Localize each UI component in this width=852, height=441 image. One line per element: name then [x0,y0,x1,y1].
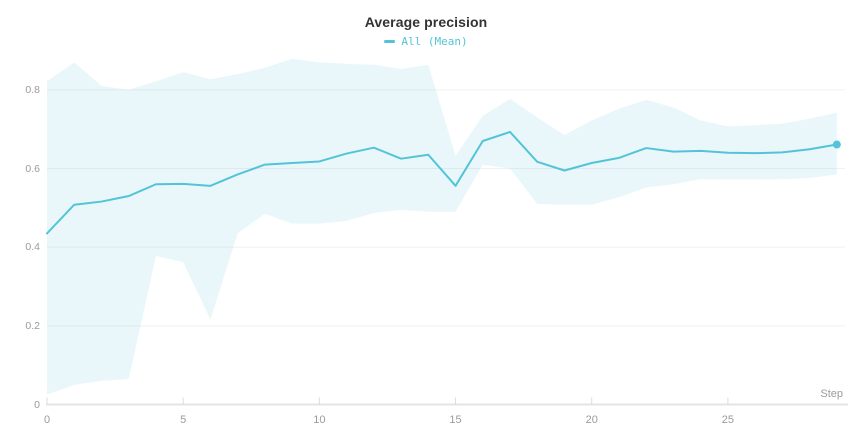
legend-item-all-mean[interactable]: All (Mean) [384,35,468,48]
chart-header: Average precision All (Mean) [0,14,852,48]
y-tick-label: 0.2 [25,319,40,332]
y-tick-label: 0.6 [25,162,40,175]
series-line-all-mean[interactable] [46,130,838,235]
series-endpoint-dot [832,140,841,149]
legend-label: All (Mean) [401,35,468,48]
legend-line-marker-icon [384,40,396,43]
y-tick-label: 0.4 [25,241,40,254]
y-tick-label: 0.8 [25,83,40,96]
x-tick-label: 15 [449,414,462,426]
x-tick-label: 20 [585,414,598,426]
x-tick-label: 0 [43,414,51,426]
x-tick-label: 25 [721,414,735,426]
x-axis-title: Step [820,388,843,400]
y-tick-label: 0 [34,398,40,411]
x-tick-label: 5 [180,414,187,426]
chart-title: Average precision [364,14,488,30]
confidence-band [47,58,837,395]
x-tick-label: 10 [313,414,326,426]
